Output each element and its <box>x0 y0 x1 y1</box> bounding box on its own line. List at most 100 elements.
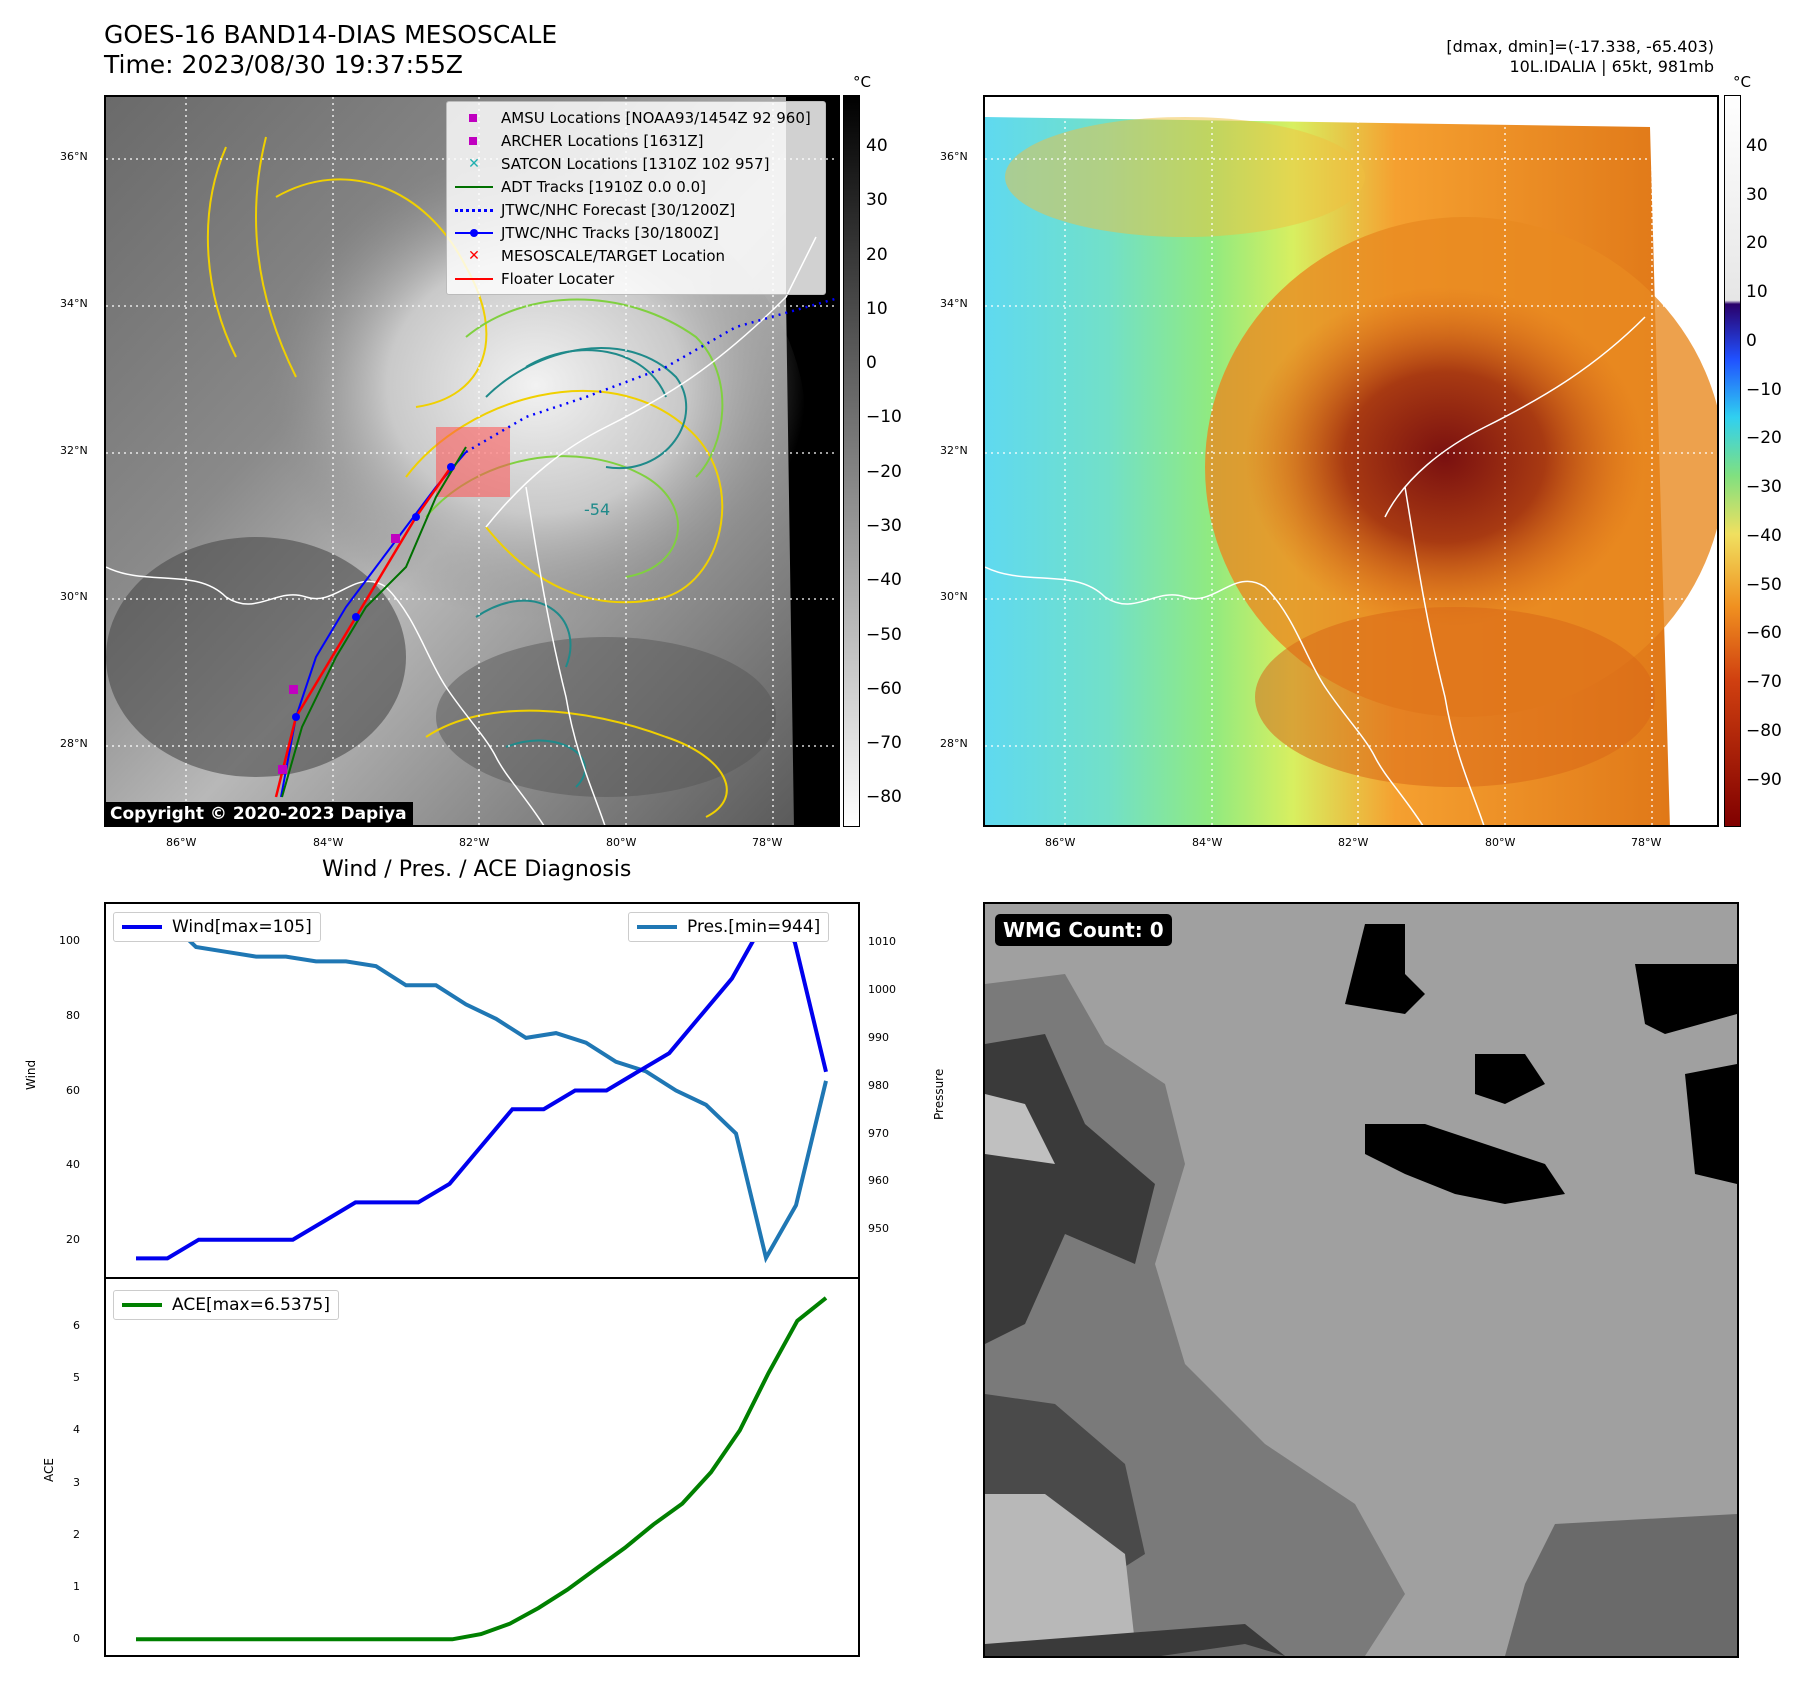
lat-label: 36°N <box>940 150 968 163</box>
lon-label: 82°W <box>459 836 490 849</box>
lat-label: 34°N <box>60 297 88 310</box>
color-colorbar-tick: −70 <box>1746 672 1782 692</box>
pressure-tick: 1010 <box>868 935 896 949</box>
wind-legend-line-icon <box>122 925 162 929</box>
ace-tick: 4 <box>73 1423 80 1437</box>
legend-label: SATCON Locations [1310Z 102 957] <box>501 154 770 173</box>
legend-label: ARCHER Locations [1631Z] <box>501 131 704 150</box>
lon-label: 82°W <box>1338 836 1369 849</box>
wind-pressure-chart <box>104 902 860 1279</box>
lat-label: 30°N <box>60 590 88 603</box>
color-colorbar-tick: −30 <box>1746 477 1782 497</box>
pressure-legend-label: Pres.[min=944] <box>687 917 821 937</box>
legend-item-amsu: AMSU Locations [NOAA93/1454Z 92 960] <box>455 106 817 129</box>
wmg-count-badge: WMG Count: 0 <box>995 914 1172 946</box>
gray-colorbar-unit: °C <box>853 73 871 91</box>
color-colorbar-tick: −50 <box>1746 575 1782 595</box>
pressure-legend: Pres.[min=944] <box>628 912 830 942</box>
lon-label: 84°W <box>313 836 344 849</box>
lat-label: 36°N <box>60 150 88 163</box>
contour-label: -54 <box>584 500 610 519</box>
ace-tick: 2 <box>73 1527 80 1541</box>
pressure-tick: 960 <box>868 1174 889 1188</box>
wind-series-line <box>136 919 828 1261</box>
figure-time: Time: 2023/08/30 19:37:55Z <box>104 50 463 79</box>
gray-colorbar-tick: 0 <box>866 353 877 373</box>
lon-label: 78°W <box>752 836 783 849</box>
gray-colorbar-tick: −50 <box>866 625 902 645</box>
lon-label: 86°W <box>1045 836 1076 849</box>
color-colorbar-tick: 0 <box>1746 331 1757 351</box>
legend-label: Floater Locater <box>501 269 615 288</box>
lat-label: 34°N <box>940 297 968 310</box>
gray-colorbar-tick: 10 <box>866 299 888 319</box>
legend-item-floater: Floater Locater <box>455 267 817 290</box>
legend-label: JTWC/NHC Tracks [30/1800Z] <box>501 223 719 242</box>
gray-colorbar-tick: 30 <box>866 190 888 210</box>
wind-legend: Wind[max=105] <box>113 912 321 942</box>
ace-tick: 3 <box>73 1475 80 1489</box>
x-marker-icon: ✕ <box>468 155 480 172</box>
pressure-legend-line-icon <box>637 925 677 929</box>
gray-colorbar-tick: −40 <box>866 570 902 590</box>
figure-title: GOES-16 BAND14-DIAS MESOSCALE <box>104 20 558 49</box>
pressure-tick: 990 <box>868 1030 889 1044</box>
color-colorbar-tick: 40 <box>1746 136 1768 156</box>
pressure-tick: 980 <box>868 1078 889 1092</box>
pressure-axis-label: Pressure <box>932 1068 946 1120</box>
gray-colorbar-tick: −80 <box>866 787 902 807</box>
lat-label: 32°N <box>940 444 968 457</box>
color-colorbar-tick: 20 <box>1746 233 1768 253</box>
ace-legend: ACE[max=6.5375] <box>113 1290 339 1320</box>
ace-tick: 5 <box>73 1371 80 1385</box>
gray-colorbar-tick: −60 <box>866 679 902 699</box>
ace-series-line <box>136 1296 828 1642</box>
gray-colorbar-tick: −10 <box>866 407 902 427</box>
ir-color-map <box>983 95 1719 827</box>
lon-label: 78°W <box>1631 836 1662 849</box>
pressure-tick: 950 <box>868 1222 889 1236</box>
gray-colorbar-tick: 20 <box>866 245 888 265</box>
legend-item-satcon: ✕ SATCON Locations [1310Z 102 957] <box>455 152 817 175</box>
pressure-tick: 970 <box>868 1126 889 1140</box>
wmg-panel <box>983 902 1739 1658</box>
legend-label: ADT Tracks [1910Z 0.0 0.0] <box>501 177 706 196</box>
diagnosis-title: Wind / Pres. / ACE Diagnosis <box>322 857 632 882</box>
lat-label: 30°N <box>940 590 968 603</box>
line-icon <box>455 272 493 286</box>
lon-label: 84°W <box>1192 836 1223 849</box>
legend-item-target: ✕ MESOSCALE/TARGET Location <box>455 244 817 267</box>
wind-tick: 100 <box>59 934 80 948</box>
wind-tick: 60 <box>66 1083 80 1097</box>
gray-colorbar-tick: −30 <box>866 516 902 536</box>
x-marker-icon: ✕ <box>468 247 480 264</box>
wind-tick: 40 <box>66 1158 80 1172</box>
mesoscale-target-box <box>436 427 510 497</box>
lat-label: 28°N <box>60 737 88 750</box>
ace-tick: 6 <box>73 1319 80 1332</box>
ace-axis-label: ACE <box>42 1458 56 1482</box>
wind-legend-label: Wind[max=105] <box>172 917 312 937</box>
storm-info: 10L.IDALIA | 65kt, 981mb <box>1509 57 1714 76</box>
color-colorbar <box>1724 95 1741 827</box>
pressure-series-line <box>136 916 828 1264</box>
ace-chart <box>104 1277 860 1657</box>
color-colorbar-tick: −40 <box>1746 526 1782 546</box>
color-colorbar-tick: 10 <box>1746 282 1768 302</box>
color-colorbar-tick: −80 <box>1746 721 1782 741</box>
dmax-dmin-readout: [dmax, dmin]=(-17.338, -65.403) <box>1446 37 1714 56</box>
lat-label: 32°N <box>60 444 88 457</box>
ir-color-svg <box>985 97 1717 825</box>
wind-tick: 80 <box>66 1008 80 1022</box>
legend-item-tracks: JTWC/NHC Tracks [30/1800Z] <box>455 221 817 244</box>
gray-colorbar-tick: −70 <box>866 733 902 753</box>
color-colorbar-tick: 30 <box>1746 185 1768 205</box>
ace-tick: 0 <box>73 1632 80 1646</box>
gray-colorbar-tick: 40 <box>866 136 888 156</box>
color-colorbar-tick: −20 <box>1746 428 1782 448</box>
lat-label: 28°N <box>940 737 968 750</box>
dotted-line-icon <box>455 203 493 217</box>
lon-label: 80°W <box>606 836 637 849</box>
lon-label: 80°W <box>1485 836 1516 849</box>
legend-item-adt: ADT Tracks [1910Z 0.0 0.0] <box>455 175 817 198</box>
